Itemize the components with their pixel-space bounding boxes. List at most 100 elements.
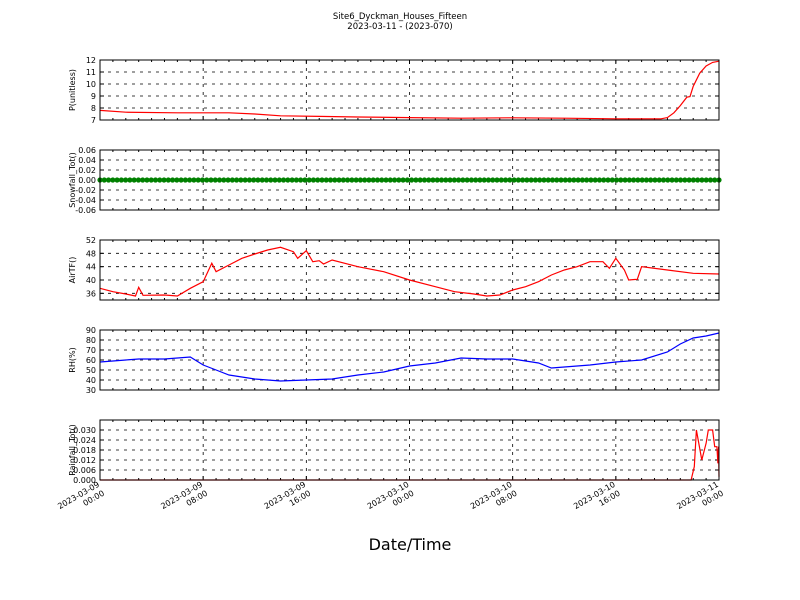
series-point	[426, 177, 432, 183]
y-tick-label: 70	[86, 346, 96, 355]
series-point	[400, 177, 406, 183]
y-tick-label: 36	[86, 289, 96, 298]
series-point	[579, 177, 585, 183]
series-point	[374, 177, 381, 183]
series-point	[648, 177, 654, 183]
series-point	[199, 177, 206, 183]
series-point	[157, 177, 163, 183]
panel-5: 0.0000.0060.0120.0180.0240.030Rainfall_T…	[68, 419, 720, 485]
y-tick-label: 0.006	[73, 466, 96, 475]
series-point	[588, 177, 594, 183]
series-point	[152, 177, 159, 183]
series-point	[413, 177, 419, 183]
series-point	[673, 177, 679, 183]
series-point	[251, 177, 257, 183]
series-point	[477, 177, 483, 183]
series-point	[635, 177, 641, 183]
series-point	[622, 177, 628, 183]
series-point	[191, 177, 197, 183]
series-point	[443, 177, 449, 183]
series-point	[225, 177, 231, 183]
series-point	[362, 177, 368, 183]
series-point	[221, 177, 227, 183]
series-line-4	[99, 332, 720, 382]
panel-frame	[99, 329, 720, 391]
series-point	[712, 177, 718, 183]
series-point	[502, 177, 509, 183]
series-point	[101, 177, 107, 183]
x-tick-label: 2023-03-0900:00	[56, 480, 106, 520]
panel-1: 7 8 9 10 11 12 P(unitless)	[68, 56, 720, 125]
series-point	[438, 177, 445, 183]
y-axis-label: RH(%)	[68, 347, 77, 372]
y-tick-label: 40	[86, 276, 96, 285]
series-point	[695, 177, 701, 183]
series-point	[187, 177, 193, 183]
series-point	[144, 177, 150, 183]
series-point	[263, 177, 270, 183]
series-point	[234, 177, 240, 183]
y-axis-label: Snowfall_Tot()	[68, 152, 77, 208]
series-point	[601, 177, 607, 183]
series-point	[178, 177, 184, 183]
series-point	[686, 177, 692, 183]
series-point	[554, 177, 560, 183]
chart-subtitle: 2023-03-11 - (2023-070)	[347, 22, 452, 32]
series-point	[515, 177, 521, 183]
series-point	[345, 177, 351, 183]
series-point	[182, 177, 188, 183]
series-point	[272, 177, 278, 183]
series-point	[643, 177, 650, 183]
y-tick-label: 0.02	[78, 166, 96, 175]
series-point	[357, 177, 364, 183]
series-point	[396, 177, 402, 183]
panel-frame	[99, 419, 720, 481]
y-tick-label: 11	[86, 68, 96, 77]
series-point	[276, 177, 282, 183]
panel-2: -0.06-0.04-0.020.000.020.040.06Snowfall_…	[68, 146, 722, 215]
series-point	[690, 177, 696, 183]
series-point	[105, 177, 112, 183]
series-point	[135, 177, 142, 183]
series-point	[481, 177, 487, 183]
series-point	[302, 177, 308, 183]
series-line-3	[99, 246, 720, 297]
series-point	[242, 177, 248, 183]
series-point	[631, 177, 637, 183]
series-point	[353, 177, 359, 183]
y-tick-label: 0.04	[78, 156, 96, 165]
y-tick-label: 40	[86, 376, 96, 385]
series-point	[699, 177, 705, 183]
series-point	[310, 177, 317, 183]
series-point	[229, 177, 235, 183]
series-point	[379, 177, 385, 183]
series-point	[387, 177, 393, 183]
series-point	[464, 177, 470, 183]
series-point	[532, 177, 539, 183]
x-tick-label: 2023-03-1000:00	[366, 480, 416, 520]
y-tick-label: 44	[86, 263, 96, 272]
series-point	[520, 177, 526, 183]
panel-frame	[99, 59, 720, 121]
series-point	[255, 177, 261, 183]
series-point	[592, 177, 598, 183]
series-point	[174, 177, 180, 183]
series-point	[131, 177, 137, 183]
series-point	[639, 177, 645, 183]
series-point	[169, 177, 176, 183]
series-point	[315, 177, 321, 183]
series-point	[340, 177, 346, 183]
series-point	[541, 177, 547, 183]
series-point	[660, 177, 667, 183]
series-point	[626, 177, 632, 183]
series-point	[289, 177, 295, 183]
series-point	[490, 177, 496, 183]
y-tick-label: 8	[91, 104, 96, 113]
series-point	[148, 177, 154, 183]
series-point	[451, 177, 457, 183]
series-point	[259, 177, 265, 183]
series-point	[682, 177, 688, 183]
y-tick-label: 0.012	[73, 456, 96, 465]
